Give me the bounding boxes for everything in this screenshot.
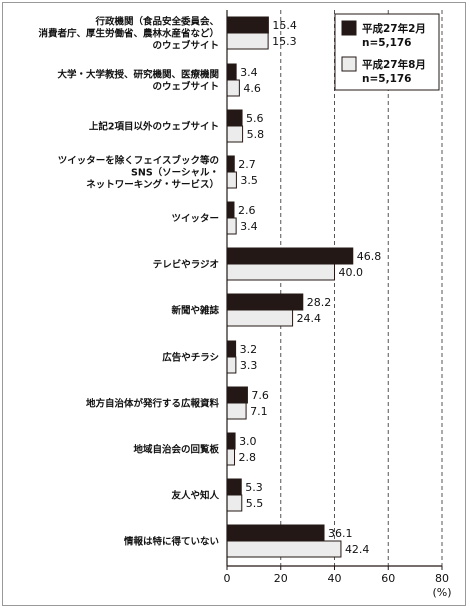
value-label-series2-1: 15.3	[272, 35, 297, 48]
value-label-series1-1: 15.4	[272, 19, 297, 32]
x-tick-label-40: 40	[328, 572, 342, 585]
category-label-line: のウェブサイト	[152, 81, 219, 93]
category-label-line: SNS（ソーシャル・	[131, 167, 219, 179]
category-label-line: ネットワーキング・サービス）	[86, 179, 219, 191]
value-label-series1-11: 5.3	[245, 481, 263, 494]
category-label-line: 上記2項目以外のウェブサイト	[89, 121, 219, 133]
bar-series1-7	[226, 293, 304, 311]
value-label-series2-11: 5.5	[246, 497, 264, 510]
category-label-12: 情報は特に得ていない	[123, 536, 219, 548]
legend-label-1: 平成27年2月	[362, 22, 426, 35]
bar-series1-10	[226, 432, 236, 450]
category-label-line: 大学・大学教授、研究機関、医療機関	[57, 69, 219, 81]
bar-series2-5	[226, 217, 237, 235]
value-label-series1-7: 28.2	[307, 296, 332, 309]
bar-series2-7	[226, 309, 294, 327]
category-label-5: ツイッター	[171, 213, 219, 225]
bar-series2-3	[226, 125, 244, 143]
bar-series2-2	[226, 79, 240, 97]
category-label-line: 消費者庁、厚生労働省、農林水産省など）	[38, 28, 219, 40]
category-label-8: 広告やチラシ	[162, 352, 219, 364]
x-tick-label-0: 0	[224, 572, 231, 585]
category-label-line: ツイッターを除くフェイスブック等の	[58, 155, 219, 167]
value-label-series1-4: 2.7	[238, 158, 256, 171]
category-label-line: 行政機関（食品安全委員会、	[94, 16, 219, 28]
category-label-10: 地域自治会の回覧板	[133, 444, 219, 456]
value-label-series1-10: 3.0	[239, 435, 257, 448]
value-label-series1-5: 2.6	[238, 204, 256, 217]
bar-series2-6	[226, 263, 335, 281]
value-label-series2-12: 42.4	[345, 543, 370, 556]
legend-count-1: n=5,176	[362, 37, 412, 49]
category-label-2: 大学・大学教授、研究機関、医療機関のウェブサイト	[57, 69, 219, 93]
value-label-series2-7: 24.4	[297, 312, 322, 325]
legend-count-2: n=5,176	[362, 73, 412, 85]
bar-series2-12	[226, 540, 342, 558]
value-label-series2-6: 40.0	[339, 266, 364, 279]
value-label-series2-8: 3.3	[240, 359, 258, 372]
category-label-line: のウェブサイト	[152, 40, 219, 52]
value-label-series2-2: 4.6	[243, 82, 260, 95]
bar-series1-2	[226, 63, 237, 81]
bar-series1-4	[226, 155, 235, 173]
category-label-11: 友人や知人	[170, 490, 219, 502]
bar-series2-10	[226, 448, 236, 466]
category-label-line: 広告やチラシ	[162, 352, 219, 364]
bar-series1-5	[226, 201, 235, 219]
value-label-series1-9: 7.6	[251, 389, 268, 402]
value-label-series2-10: 2.8	[239, 451, 257, 464]
bar-series1-8	[226, 340, 237, 358]
legend-swatch-2	[341, 56, 357, 72]
bar-series2-1	[226, 32, 269, 50]
value-label-series2-4: 3.5	[240, 174, 258, 187]
category-label-line: 情報は特に得ていない	[123, 536, 219, 548]
x-axis-unit: (%)	[432, 586, 451, 599]
bar-series2-11	[226, 494, 243, 512]
bar-series1-11	[226, 478, 242, 496]
bar-series1-1	[226, 16, 269, 34]
legend-swatch-1	[341, 20, 357, 36]
category-label-line: ツイッター	[171, 213, 219, 225]
category-label-1: 行政機関（食品安全委員会、消費者庁、厚生労働省、農林水産省など）のウェブサイト	[38, 16, 219, 52]
category-label-line: テレビやラジオ	[153, 259, 219, 271]
value-label-series2-9: 7.1	[250, 405, 267, 418]
category-label-7: 新聞や雑誌	[171, 305, 219, 317]
category-label-4: ツイッターを除くフェイスブック等の SNS（ソーシャル・ネットワーキング・サービス…	[58, 155, 219, 191]
bar-series1-9	[226, 386, 248, 404]
legend-label-2: 平成27年8月	[362, 58, 426, 71]
bar-series1-6	[226, 247, 354, 265]
category-label-6: テレビやラジオ	[153, 259, 219, 271]
bar-series2-9	[226, 402, 247, 420]
value-label-series2-5: 3.4	[240, 220, 258, 233]
value-label-series1-2: 3.4	[240, 66, 258, 79]
value-label-series1-3: 5.6	[246, 112, 263, 125]
bar-series2-4	[226, 171, 237, 189]
value-label-series1-12: 36.1	[328, 527, 353, 540]
category-label-line: 友人や知人	[170, 490, 219, 502]
value-label-series1-6: 46.8	[357, 250, 382, 263]
value-label-series2-3: 5.8	[247, 128, 265, 141]
chart-frame	[2, 2, 466, 606]
category-label-line: 新聞や雑誌	[171, 305, 219, 317]
x-tick-label-60: 60	[381, 572, 395, 585]
value-label-series1-8: 3.2	[240, 343, 258, 356]
x-tick-label-80: 80	[435, 572, 449, 585]
category-label-9: 地方自治体が発行する広報資料	[86, 398, 220, 410]
category-label-line: 地方自治体が発行する広報資料	[86, 398, 220, 410]
category-label-line: 地域自治会の回覧板	[133, 444, 219, 456]
x-tick-label-20: 20	[274, 572, 288, 585]
bar-series1-12	[226, 524, 325, 542]
bar-series1-3	[226, 109, 243, 127]
category-label-3: 上記2項目以外のウェブサイト	[89, 121, 219, 133]
bar-series2-8	[226, 356, 237, 374]
